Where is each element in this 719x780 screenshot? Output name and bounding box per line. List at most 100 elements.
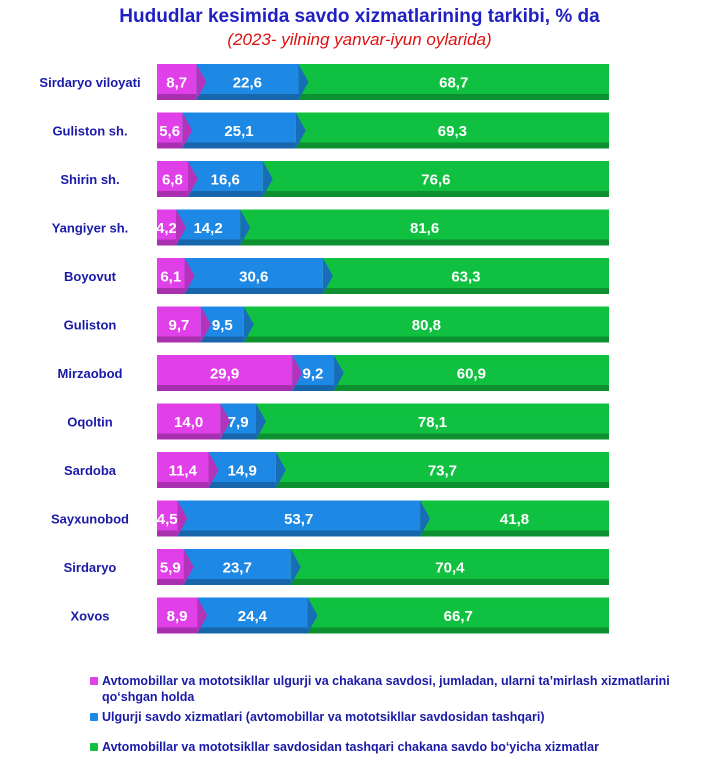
bar-highlight-wholesale	[196, 64, 299, 70]
bar-highlight-wholesale	[175, 209, 241, 216]
value-label-wholesale: 14,9	[228, 463, 257, 480]
legend-swatch-retail	[90, 743, 98, 751]
bar-shade-vehicle-trade	[157, 142, 183, 149]
value-label-wholesale: 22,6	[233, 75, 262, 92]
bar-shade-wholesale	[197, 627, 308, 634]
bar-highlight-vehicle-trade	[157, 500, 178, 507]
bar-highlight-wholesale	[177, 500, 421, 507]
value-label-retail: 41,8	[500, 511, 529, 528]
bar-highlight-retail	[240, 209, 609, 216]
bar-highlight-vehicle-trade	[157, 112, 183, 119]
legend-label-vehicle-trade: Avtomobillar va mototsikllar ulgurji va …	[102, 674, 670, 704]
value-label-retail: 76,6	[421, 172, 450, 189]
category-label: Guliston	[64, 318, 117, 333]
bar-highlight-wholesale	[208, 452, 276, 458]
bar-highlight-wholesale	[183, 549, 291, 555]
bar-highlight-wholesale	[220, 403, 256, 410]
bar-highlight-retail	[243, 306, 609, 313]
bar-edge-wholesale	[208, 452, 219, 488]
bar-vehicle-trade	[157, 209, 176, 246]
bar-edge-wholesale	[182, 112, 193, 149]
value-label-vehicle-trade: 14,0	[174, 414, 203, 431]
value-label-retail: 78,1	[418, 414, 447, 431]
bar-highlight-vehicle-trade	[157, 355, 293, 361]
bar-edge-retail	[275, 452, 286, 488]
bar-highlight-retail	[298, 64, 609, 70]
bar-highlight-wholesale	[187, 161, 263, 167]
category-label: Mirzaobod	[58, 366, 123, 381]
bar-shade-wholesale	[220, 433, 256, 440]
value-label-retail: 70,4	[435, 560, 465, 577]
category-label: Yangiyer sh.	[52, 221, 129, 236]
bar-highlight-vehicle-trade	[157, 64, 197, 70]
bar-highlight-vehicle-trade	[157, 549, 184, 555]
bar-edge-wholesale	[184, 258, 195, 294]
bar-highlight-wholesale	[182, 112, 296, 119]
category-label: Oqoltin	[67, 415, 113, 430]
bar-vehicle-trade	[157, 500, 178, 537]
bar-shade-retail	[298, 94, 609, 100]
bar-highlight-vehicle-trade	[157, 403, 221, 410]
bar-edge-wholesale	[292, 355, 303, 391]
bar-shade-wholesale	[184, 288, 323, 294]
value-label-vehicle-trade: 4,5	[157, 511, 178, 528]
bar-edge-retail	[307, 597, 318, 634]
bar-edge-retail	[295, 112, 306, 149]
bar-highlight-vehicle-trade	[157, 161, 188, 167]
value-label-wholesale: 9,2	[303, 366, 324, 383]
value-label-wholesale: 53,7	[284, 511, 313, 528]
bar-highlight-retail	[275, 452, 609, 458]
bar-shade-vehicle-trade	[157, 627, 198, 634]
category-label: Shirin sh.	[60, 172, 119, 187]
value-label-retail: 66,7	[444, 608, 473, 625]
bar-edge-retail	[322, 258, 333, 294]
bar-shade-retail	[243, 336, 609, 343]
value-label-vehicle-trade: 29,9	[210, 366, 239, 383]
legend-swatch-vehicle-trade	[90, 677, 98, 685]
category-label: Sardoba	[64, 463, 117, 478]
value-label-wholesale: 25,1	[224, 123, 253, 140]
bar-edge-retail	[333, 355, 344, 391]
bar-highlight-vehicle-trade	[157, 597, 198, 604]
bar-highlight-wholesale	[197, 597, 308, 604]
value-label-wholesale: 23,7	[223, 560, 252, 577]
bar-edge-wholesale	[175, 209, 186, 246]
value-label-retail: 69,3	[438, 123, 467, 140]
bar-edge-retail	[298, 64, 309, 100]
bar-edge-retail	[255, 403, 266, 440]
bar-shade-wholesale	[175, 239, 241, 246]
value-label-vehicle-trade: 6,8	[162, 172, 183, 189]
value-label-vehicle-trade: 8,9	[167, 608, 188, 625]
bar-edge-wholesale	[187, 161, 198, 197]
bar-shade-retail	[275, 482, 609, 488]
value-label-vehicle-trade: 11,4	[169, 463, 198, 480]
bar-highlight-vehicle-trade	[157, 209, 176, 216]
legend-item-wholesale: Ulgurji savdo xizmatlari (avtomobillar v…	[90, 709, 700, 739]
bar-shade-wholesale	[182, 142, 296, 149]
bar-edge-wholesale	[197, 597, 208, 634]
bar-shade-vehicle-trade	[157, 579, 184, 585]
category-label: Sirdaryo	[64, 560, 117, 575]
bar-shade-retail	[295, 142, 609, 149]
bar-edge-wholesale	[183, 549, 194, 585]
value-label-wholesale: 14,2	[193, 220, 222, 237]
category-label: Xovos	[70, 609, 109, 624]
value-label-wholesale: 7,9	[228, 414, 249, 431]
bar-highlight-retail	[262, 161, 609, 167]
bar-shade-wholesale	[196, 94, 299, 100]
bar-edge-wholesale	[220, 403, 231, 440]
bar-highlight-vehicle-trade	[157, 306, 201, 313]
legend-item-vehicle-trade: Avtomobillar va mototsikllar ulgurji va …	[90, 673, 700, 709]
category-label: Sirdaryo viloyati	[39, 75, 140, 90]
bar-highlight-retail	[290, 549, 609, 555]
chart-subtitle: (2023- yilning yanvar-iyun oylarida)	[227, 30, 492, 49]
bar-highlight-wholesale	[292, 355, 334, 361]
bar-shade-retail	[262, 191, 609, 197]
value-label-retail: 73,7	[428, 463, 457, 480]
bar-highlight-retail	[322, 258, 609, 264]
bar-highlight-retail	[420, 500, 609, 507]
bar-highlight-retail	[333, 355, 609, 361]
bar-edge-retail	[243, 306, 254, 343]
